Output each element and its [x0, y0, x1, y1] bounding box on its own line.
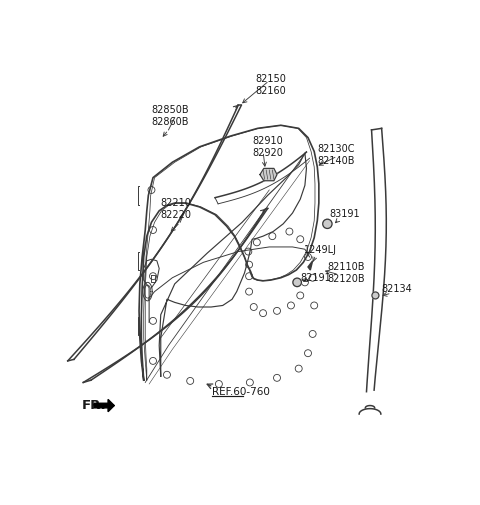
Text: 82910
82920: 82910 82920 [252, 136, 283, 158]
Text: 82210
82220: 82210 82220 [161, 197, 192, 220]
Text: 82110B
82120B: 82110B 82120B [327, 262, 365, 284]
Polygon shape [260, 168, 277, 181]
Text: FR.: FR. [82, 399, 107, 413]
Text: REF.60-760: REF.60-760 [212, 387, 270, 397]
Polygon shape [308, 261, 312, 270]
Circle shape [293, 278, 301, 287]
Circle shape [323, 219, 332, 228]
Text: 82134: 82134 [382, 284, 412, 294]
Text: 83191: 83191 [330, 209, 360, 219]
Text: 82191: 82191 [300, 273, 331, 283]
Text: 82130C
82140B: 82130C 82140B [317, 144, 355, 166]
Text: 82150
82160: 82150 82160 [255, 74, 286, 96]
Text: 82850B
82860B: 82850B 82860B [152, 105, 189, 127]
Text: 1249LJ: 1249LJ [304, 245, 337, 256]
Polygon shape [94, 399, 114, 412]
Circle shape [372, 292, 379, 299]
